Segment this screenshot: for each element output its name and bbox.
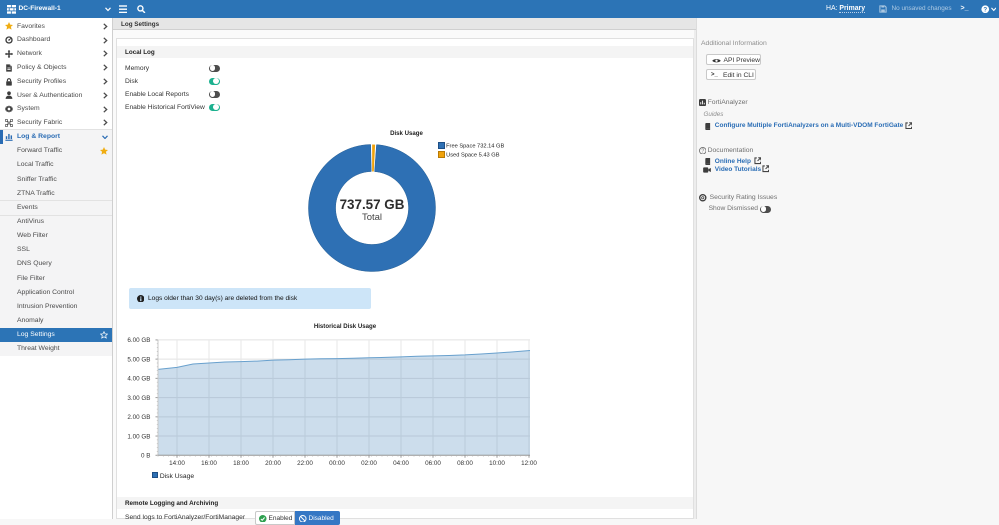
svg-text:22:00: 22:00 (297, 460, 313, 467)
svg-text:4.00 GB: 4.00 GB (127, 376, 150, 383)
svg-text:10:00: 10:00 (489, 460, 505, 467)
svg-text:04:00: 04:00 (393, 460, 409, 467)
svg-text:0 B: 0 B (141, 452, 150, 459)
svg-text:2.00 GB: 2.00 GB (127, 414, 150, 421)
svg-text:1.00 GB: 1.00 GB (127, 433, 150, 440)
svg-text:?: ? (983, 6, 987, 13)
svg-text:3.00 GB: 3.00 GB (127, 395, 150, 402)
svg-text:?: ? (701, 148, 704, 154)
svg-text:6.00 GB: 6.00 GB (127, 337, 150, 344)
svg-text:08:00: 08:00 (457, 460, 473, 467)
svg-text:02:00: 02:00 (361, 460, 377, 467)
svg-text:00:00: 00:00 (329, 460, 345, 467)
svg-text:14:00: 14:00 (169, 460, 185, 467)
svg-text:12:00: 12:00 (521, 460, 537, 467)
svg-text:18:00: 18:00 (233, 460, 249, 467)
svg-text:06:00: 06:00 (425, 460, 441, 467)
svg-text:20:00: 20:00 (265, 460, 281, 467)
svg-text:5.00 GB: 5.00 GB (127, 356, 150, 363)
svg-text:16:00: 16:00 (201, 460, 217, 467)
